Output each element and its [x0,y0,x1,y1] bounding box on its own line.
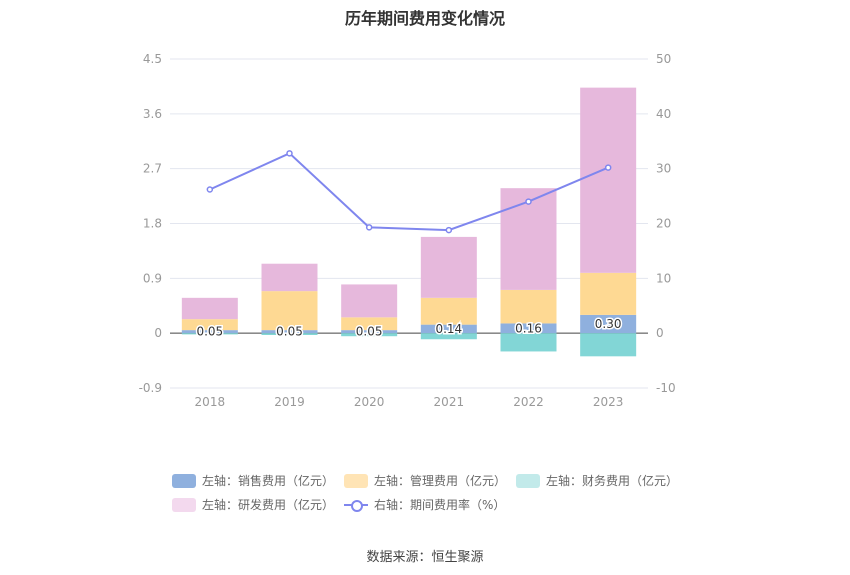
data-label: 0.05 [276,325,303,339]
bar-segment-0 [420,324,477,334]
data-label: 0.05 [196,325,223,339]
legend-swatch-finance [516,473,540,488]
y-left-tick-label: 0 [154,326,162,340]
x-tick-label: 2019 [274,395,305,409]
legend-line-icon [344,498,368,512]
legend-swatch-rnd [172,497,196,512]
y-right-tick-label: -10 [656,381,676,395]
bar-segment-3 [341,284,398,318]
bar-segment-2 [181,333,238,335]
bar-segment-3 [500,188,557,290]
x-tick-label: 2022 [513,395,544,409]
y-right-tick-label: 40 [656,107,671,121]
bar-segment-1 [181,319,238,331]
bar-segment-0 [181,330,238,334]
chart-title: 历年期间费用变化情况 [344,9,505,28]
bar-segment-1 [261,291,318,331]
legend-item-admin[interactable]: 左轴：管理费用（亿元） [344,472,506,489]
bar-segment-1 [500,289,557,324]
source-note: 数据来源：恒生聚源 [366,550,484,565]
data-label: 0.30 [595,317,622,331]
y-left-tick-label: 2.7 [143,162,162,176]
bar-segment-0 [341,330,398,334]
bar-segment-3 [261,263,318,292]
y-right-tick-label: 0 [656,326,664,340]
bar-segment-3 [580,87,637,273]
legend-swatch-sales [172,473,196,488]
bar-segment-3 [420,236,477,298]
x-tick-label: 2020 [354,395,385,409]
rate-point [286,150,293,157]
y-right-tick-label: 50 [656,52,671,66]
bar-segment-0 [261,330,318,334]
bar-segment-1 [341,317,398,331]
rate-point [445,226,453,234]
legend-label-finance: 左轴：财务费用（亿元） [546,474,679,488]
data-label: 0.16 [515,321,542,335]
rate-point [525,198,532,205]
legend-item-rnd[interactable]: 左轴：研发费用（亿元） [172,496,334,513]
y-left-tick-label: 0.9 [143,271,162,285]
x-tick-label: 2023 [593,395,624,409]
data-label: 0.14 [435,322,462,336]
x-tick-label: 2021 [434,395,465,409]
y-right-tick-label: 10 [656,271,671,285]
data-label: 0.05 [356,325,383,339]
legend-item-sales[interactable]: 左轴：销售费用（亿元） [172,472,334,489]
y-left-tick-label: -0.9 [139,381,162,395]
bar-segment-2 [341,333,398,337]
legend-label-rate: 右轴：期间费用率（%） [374,498,506,512]
y-left-tick-label: 3.6 [143,107,162,121]
bar-segment-1 [580,272,637,315]
bar-segment-0 [500,323,557,334]
y-left-tick-label: 4.5 [143,52,162,66]
legend-item-finance[interactable]: 左轴：财务费用（亿元） [516,472,678,489]
bar-segment-2 [420,333,477,340]
bar-segment-2 [580,333,637,357]
y-left-tick-label: 1.8 [143,217,162,231]
legend-swatch-admin [344,473,368,488]
bar-segment-1 [420,297,477,325]
rate-line [209,152,609,232]
rate-point [365,224,373,231]
bar-segment-2 [500,333,557,352]
bar-segment-3 [181,297,238,320]
x-tick-label: 2018 [195,395,226,409]
legend-label-admin: 左轴：管理费用（亿元） [374,474,507,488]
bar-segment-0 [580,314,637,334]
y-right-tick-label: 20 [656,217,671,231]
legend-label-rnd: 左轴：研发费用（亿元） [202,498,335,512]
legend-label-sales: 左轴：销售费用（亿元） [202,474,335,488]
legend-item-rate[interactable]: 右轴：期间费用率（%） [344,496,505,513]
rate-point [206,186,214,193]
y-right-tick-label: 30 [656,162,671,176]
bar-segment-2 [261,333,318,335]
rate-point [604,164,612,171]
